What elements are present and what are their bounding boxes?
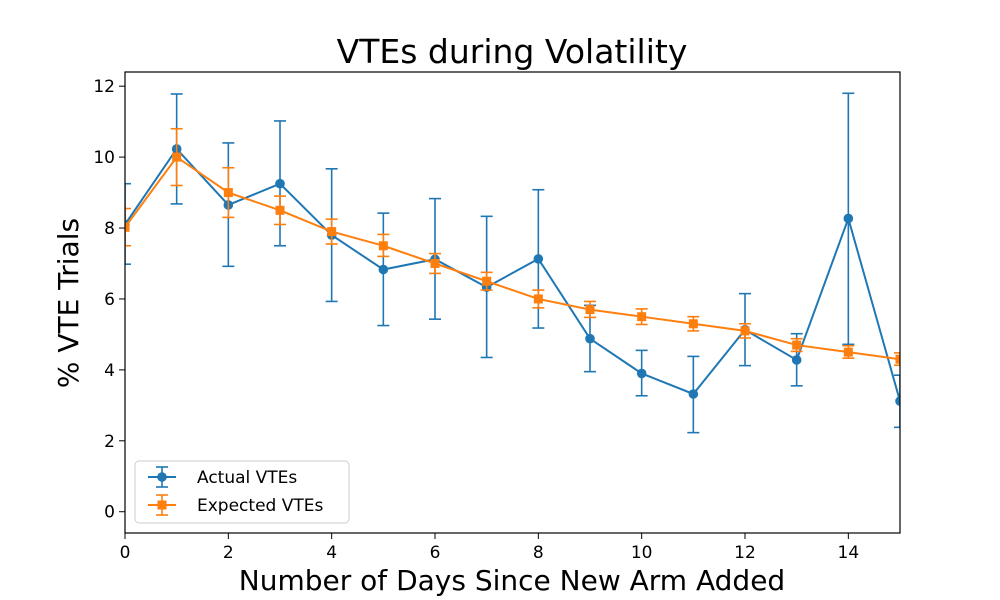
data-point [585, 333, 595, 344]
y-tick-label: 8 [104, 219, 115, 239]
y-tick-label: 6 [104, 290, 115, 310]
x-tick-label: 8 [533, 543, 544, 563]
legend-marker [157, 500, 167, 510]
x-tick-label: 6 [430, 543, 441, 563]
x-axis: 0 2 4 6 8 10 12 14 [120, 533, 860, 563]
data-point [740, 326, 750, 336]
x-tick-label: 12 [734, 543, 756, 563]
y-tick-label: 10 [93, 148, 115, 168]
data-point [533, 254, 544, 264]
x-axis-label: Number of Days Since New Arm Added [239, 564, 785, 597]
legend-label: Expected VTEs [197, 496, 323, 516]
plot-frame [124, 71, 901, 534]
data-point [378, 241, 388, 251]
data-point [125, 222, 130, 232]
y-axis: 0 2 4 6 8 10 12 [93, 77, 125, 523]
data-point [636, 368, 647, 379]
series-1 [125, 127, 900, 367]
data-point [688, 389, 699, 399]
y-tick-label: 0 [104, 503, 115, 523]
data-point [430, 258, 440, 268]
series-line [125, 147, 900, 402]
x-tick-label: 0 [120, 543, 131, 563]
data-point [533, 294, 543, 304]
chart-title: VTEs during Volatility [337, 32, 688, 71]
data-point [688, 319, 698, 329]
data-point [792, 340, 802, 350]
y-tick-label: 2 [104, 432, 115, 452]
data-point [843, 213, 854, 224]
data-point [895, 354, 900, 364]
data-point [275, 178, 285, 189]
x-tick-label: 4 [326, 543, 337, 563]
data-point [378, 264, 389, 275]
data-point [482, 276, 492, 286]
data-point [223, 188, 233, 198]
legend-marker [157, 472, 167, 482]
y-axis-label: % VTE Trials [52, 218, 85, 388]
data-point [172, 152, 182, 162]
legend-label: Actual VTEs [197, 468, 297, 488]
data-point [327, 227, 337, 237]
legend: Actual VTEs Expected VTEs [134, 460, 350, 524]
x-tick-label: 10 [631, 543, 653, 563]
series-line [125, 155, 900, 361]
x-tick-label: 2 [223, 543, 234, 563]
data-point [275, 205, 285, 215]
series-0 [125, 92, 900, 434]
plot-area [125, 92, 900, 434]
data-point [895, 396, 900, 406]
y-tick-label: 4 [104, 361, 115, 381]
legend-box [134, 460, 350, 524]
data-point [585, 305, 595, 315]
x-tick-label: 14 [838, 543, 860, 563]
data-point [637, 312, 647, 322]
data-point [843, 347, 853, 357]
data-point [791, 355, 802, 365]
y-tick-label: 12 [93, 77, 115, 97]
